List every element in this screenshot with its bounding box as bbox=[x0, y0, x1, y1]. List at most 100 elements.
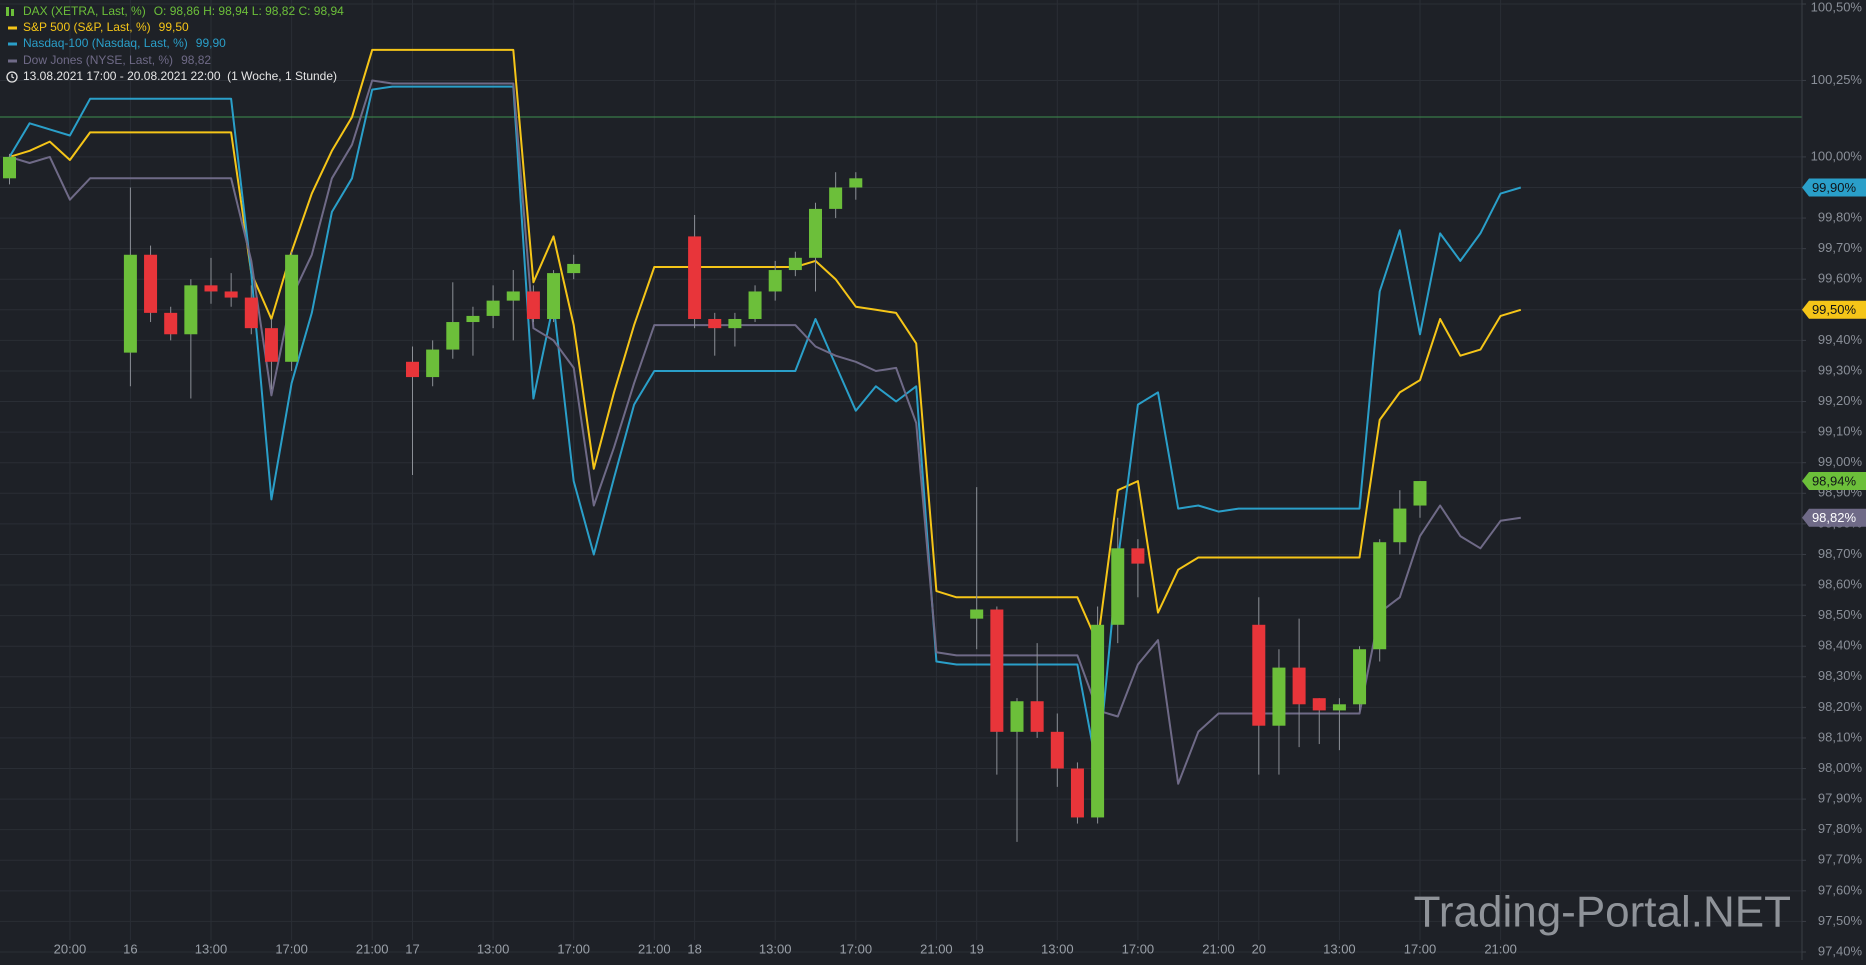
clock-icon bbox=[6, 71, 18, 83]
legend-value: 99,50 bbox=[159, 20, 189, 34]
legend-icon bbox=[8, 42, 17, 46]
candle-body bbox=[728, 318, 742, 329]
badge-label: 98,94% bbox=[1812, 473, 1857, 488]
y-tick-label: 97,70% bbox=[1818, 852, 1863, 867]
candle-body bbox=[688, 236, 702, 319]
candle-body bbox=[466, 315, 480, 323]
y-tick-label: 99,30% bbox=[1818, 362, 1863, 377]
y-tick-label: 99,00% bbox=[1818, 454, 1863, 469]
candle-body bbox=[1091, 624, 1105, 818]
candle-body bbox=[1292, 667, 1306, 705]
candle-body bbox=[1131, 548, 1145, 564]
candle-body bbox=[1111, 548, 1125, 625]
y-tick-label: 97,80% bbox=[1818, 821, 1863, 836]
y-tick-label: 98,30% bbox=[1818, 668, 1863, 683]
candle-body bbox=[1070, 768, 1084, 818]
candle-body bbox=[264, 328, 278, 362]
legend-value: 98,82 bbox=[181, 53, 211, 67]
y-tick-label: 100,50% bbox=[1811, 0, 1863, 14]
legend-icon bbox=[8, 26, 17, 30]
badge-shape bbox=[1802, 508, 1866, 527]
x-tick-label: 17:00 bbox=[840, 941, 873, 956]
legend: DAX (XETRA, Last, %) O: 98,86 H: 98,94 L:… bbox=[6, 4, 344, 83]
candle-body bbox=[1050, 731, 1064, 769]
x-tick-label: 13:00 bbox=[477, 941, 510, 956]
y-tick-label: 98,70% bbox=[1818, 546, 1863, 561]
last-value-badge: 98,94% bbox=[1802, 472, 1866, 491]
watermark: Trading-Portal.NET bbox=[1414, 888, 1791, 937]
badge-label: 99,50% bbox=[1812, 302, 1857, 317]
candle-body bbox=[567, 263, 581, 274]
candle-body bbox=[446, 322, 460, 350]
y-tick-label: 97,60% bbox=[1818, 882, 1863, 897]
last-value-badge: 99,90% bbox=[1802, 178, 1866, 197]
legend-entry: Nasdaq-100 (Nasdaq, Last, %) 99,90 bbox=[23, 36, 226, 50]
candle-body bbox=[1252, 624, 1266, 726]
clock-hands bbox=[11, 74, 15, 79]
axis: 100,50% 100,25% 100,00% 99,90% 99,80% 99,70% 9… bbox=[54, 0, 1866, 958]
candle-body bbox=[1393, 508, 1407, 543]
candle-body bbox=[285, 254, 299, 362]
candle-body bbox=[970, 609, 984, 619]
candle-body bbox=[144, 254, 158, 313]
badge-label: 99,90% bbox=[1812, 180, 1857, 195]
x-tick-label: 19 bbox=[969, 941, 983, 956]
x-tick-label: 13:00 bbox=[759, 941, 792, 956]
y-tick-label: 97,50% bbox=[1818, 913, 1863, 928]
y-tick-label: 98,40% bbox=[1818, 638, 1863, 653]
x-tick-label: 17:00 bbox=[557, 941, 590, 956]
marks bbox=[3, 48, 1522, 842]
candle-body bbox=[788, 257, 802, 271]
legend-entry: DAX (XETRA, Last, %) O: 98,86 H: 98,94 L:… bbox=[23, 4, 344, 18]
y-tick-label: 98,20% bbox=[1818, 699, 1863, 714]
x-tick-label: 20 bbox=[1252, 941, 1266, 956]
series-line bbox=[9, 48, 1522, 645]
y-tick-label: 98,10% bbox=[1818, 729, 1863, 744]
candle-body bbox=[164, 312, 178, 335]
legend-name: Dow Jones (NYSE, Last, %) bbox=[23, 53, 173, 67]
candle-body bbox=[1373, 542, 1387, 650]
candle-body bbox=[829, 187, 843, 209]
candle-body bbox=[506, 291, 520, 301]
grid bbox=[0, 0, 1802, 953]
x-tick-label: 17:00 bbox=[275, 941, 308, 956]
x-tick-label: 13:00 bbox=[1041, 941, 1074, 956]
x-tick-label: 13:00 bbox=[195, 941, 228, 956]
y-tick-label: 97,90% bbox=[1818, 791, 1863, 806]
legend-name: Nasdaq-100 (Nasdaq, Last, %) bbox=[23, 36, 188, 50]
legend-name: S&P 500 (S&P, Last, %) bbox=[23, 20, 151, 34]
x-tick-label: 21:00 bbox=[1484, 941, 1517, 956]
badge-shape bbox=[1802, 300, 1866, 319]
y-tick-label: 97,40% bbox=[1818, 943, 1863, 958]
legend-name: DAX (XETRA, Last, %) bbox=[23, 4, 146, 18]
y-tick-label: 98,60% bbox=[1818, 576, 1863, 591]
x-tick-label: 17:00 bbox=[1122, 941, 1155, 956]
candle-body bbox=[849, 178, 863, 188]
candle-body bbox=[1010, 701, 1024, 732]
legend-icon bbox=[8, 59, 17, 63]
legend-entry: Dow Jones (NYSE, Last, %) 98,82 bbox=[23, 53, 211, 67]
x-tick-label: 20:00 bbox=[54, 941, 87, 956]
candle-body bbox=[809, 208, 822, 258]
badge-shape bbox=[1802, 472, 1866, 491]
series-line bbox=[8, 85, 1522, 773]
y-tick-label: 99,60% bbox=[1818, 271, 1863, 286]
y-tick-label: 98,50% bbox=[1818, 607, 1863, 622]
date-range: 13.08.2021 17:00 - 20.08.2021 22:00 (1 W… bbox=[23, 69, 337, 83]
x-tick-label: 16 bbox=[123, 941, 137, 956]
candle-body bbox=[526, 291, 540, 319]
candle-body bbox=[426, 349, 440, 378]
candle-body bbox=[486, 300, 500, 316]
legend-icon bbox=[6, 7, 9, 16]
legend-value: 99,90 bbox=[196, 36, 226, 50]
y-tick-label: 99,80% bbox=[1818, 210, 1863, 225]
candle-body bbox=[708, 318, 722, 329]
candle-body bbox=[224, 291, 238, 298]
badge-label: 98,82% bbox=[1812, 510, 1857, 525]
last-value-badge: 99,50% bbox=[1802, 300, 1866, 319]
candle-body bbox=[748, 291, 762, 319]
legend-icon bbox=[11, 9, 14, 16]
